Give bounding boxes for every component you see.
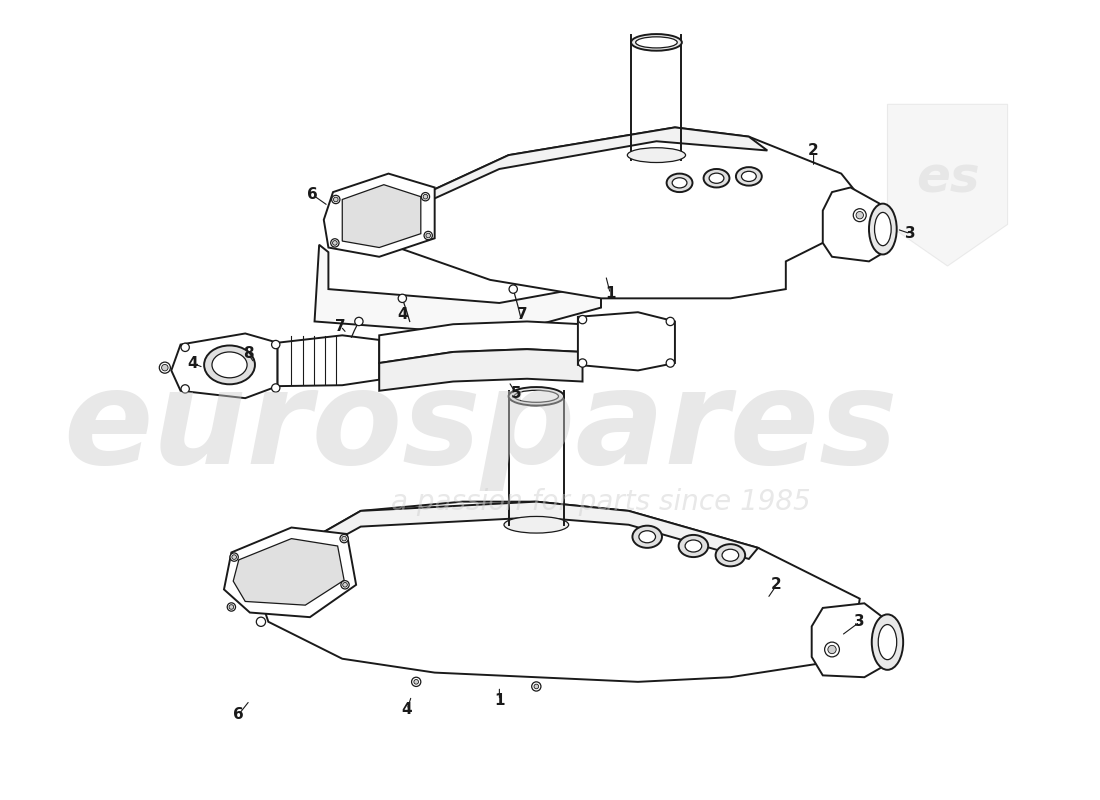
Text: 4: 4 bbox=[397, 307, 408, 322]
Ellipse shape bbox=[736, 167, 762, 186]
Ellipse shape bbox=[229, 605, 233, 610]
Ellipse shape bbox=[508, 387, 564, 406]
Ellipse shape bbox=[632, 526, 662, 548]
Polygon shape bbox=[823, 187, 892, 262]
Text: 1: 1 bbox=[494, 693, 505, 708]
Ellipse shape bbox=[636, 37, 678, 48]
Ellipse shape bbox=[354, 318, 363, 326]
Ellipse shape bbox=[531, 682, 541, 691]
Ellipse shape bbox=[856, 211, 864, 219]
Ellipse shape bbox=[205, 346, 255, 384]
Polygon shape bbox=[379, 322, 583, 363]
Ellipse shape bbox=[230, 553, 239, 562]
Text: 6: 6 bbox=[307, 187, 318, 202]
Ellipse shape bbox=[514, 390, 559, 402]
Ellipse shape bbox=[667, 174, 693, 192]
Ellipse shape bbox=[331, 195, 340, 204]
Ellipse shape bbox=[160, 362, 170, 374]
Ellipse shape bbox=[411, 678, 421, 686]
Ellipse shape bbox=[333, 197, 338, 202]
Text: 4: 4 bbox=[402, 702, 412, 717]
Ellipse shape bbox=[162, 365, 168, 371]
Polygon shape bbox=[578, 312, 675, 370]
Polygon shape bbox=[342, 185, 421, 247]
Polygon shape bbox=[264, 502, 758, 578]
Polygon shape bbox=[224, 527, 356, 617]
Text: 7: 7 bbox=[336, 318, 345, 334]
Ellipse shape bbox=[509, 285, 517, 294]
Ellipse shape bbox=[874, 213, 891, 246]
Ellipse shape bbox=[272, 384, 279, 392]
Ellipse shape bbox=[716, 544, 745, 566]
Ellipse shape bbox=[579, 315, 586, 324]
Polygon shape bbox=[172, 334, 277, 398]
Ellipse shape bbox=[704, 169, 729, 187]
Ellipse shape bbox=[342, 536, 346, 541]
Text: 2: 2 bbox=[771, 578, 782, 592]
Ellipse shape bbox=[639, 530, 656, 542]
Text: 3: 3 bbox=[905, 226, 916, 241]
Ellipse shape bbox=[182, 343, 189, 351]
Ellipse shape bbox=[627, 148, 685, 162]
Text: 2: 2 bbox=[808, 143, 818, 158]
Ellipse shape bbox=[504, 517, 569, 533]
Ellipse shape bbox=[414, 679, 418, 684]
Ellipse shape bbox=[872, 614, 903, 670]
Ellipse shape bbox=[828, 646, 836, 654]
Polygon shape bbox=[315, 245, 601, 335]
Ellipse shape bbox=[741, 171, 756, 182]
Ellipse shape bbox=[212, 352, 248, 378]
Ellipse shape bbox=[672, 178, 686, 188]
Ellipse shape bbox=[878, 625, 896, 660]
Polygon shape bbox=[388, 127, 860, 298]
Text: 6: 6 bbox=[233, 706, 244, 722]
Polygon shape bbox=[379, 349, 583, 390]
Polygon shape bbox=[233, 538, 344, 605]
Polygon shape bbox=[277, 335, 379, 386]
Text: 3: 3 bbox=[855, 614, 865, 630]
Ellipse shape bbox=[256, 617, 265, 626]
Ellipse shape bbox=[679, 535, 708, 557]
Ellipse shape bbox=[869, 204, 896, 254]
Polygon shape bbox=[812, 603, 896, 678]
Ellipse shape bbox=[667, 318, 674, 326]
Ellipse shape bbox=[426, 234, 430, 238]
Text: 4: 4 bbox=[187, 355, 198, 370]
Ellipse shape bbox=[579, 359, 586, 367]
Ellipse shape bbox=[398, 294, 407, 302]
Ellipse shape bbox=[332, 241, 338, 246]
Polygon shape bbox=[260, 502, 860, 682]
Ellipse shape bbox=[534, 684, 539, 689]
Text: 7: 7 bbox=[517, 307, 528, 322]
Text: 1: 1 bbox=[605, 286, 616, 302]
Ellipse shape bbox=[424, 194, 428, 199]
Text: eurospares: eurospares bbox=[64, 364, 899, 491]
Ellipse shape bbox=[825, 642, 839, 657]
Ellipse shape bbox=[424, 231, 432, 240]
Ellipse shape bbox=[710, 173, 724, 183]
Ellipse shape bbox=[228, 603, 235, 611]
Ellipse shape bbox=[631, 34, 682, 50]
Ellipse shape bbox=[685, 540, 702, 552]
Ellipse shape bbox=[854, 209, 866, 222]
Ellipse shape bbox=[182, 385, 189, 393]
Polygon shape bbox=[888, 104, 1008, 266]
Ellipse shape bbox=[341, 581, 349, 589]
Polygon shape bbox=[388, 127, 768, 215]
Text: es: es bbox=[915, 154, 979, 202]
Ellipse shape bbox=[343, 582, 348, 587]
Ellipse shape bbox=[667, 359, 674, 367]
Ellipse shape bbox=[421, 193, 430, 201]
Polygon shape bbox=[323, 174, 434, 257]
Ellipse shape bbox=[722, 550, 739, 562]
Ellipse shape bbox=[331, 238, 339, 247]
Text: 5: 5 bbox=[510, 386, 521, 401]
Ellipse shape bbox=[272, 340, 279, 349]
Text: a passion for parts since 1985: a passion for parts since 1985 bbox=[392, 488, 811, 516]
Ellipse shape bbox=[232, 554, 236, 559]
Ellipse shape bbox=[340, 534, 349, 542]
Text: 8: 8 bbox=[243, 346, 253, 362]
